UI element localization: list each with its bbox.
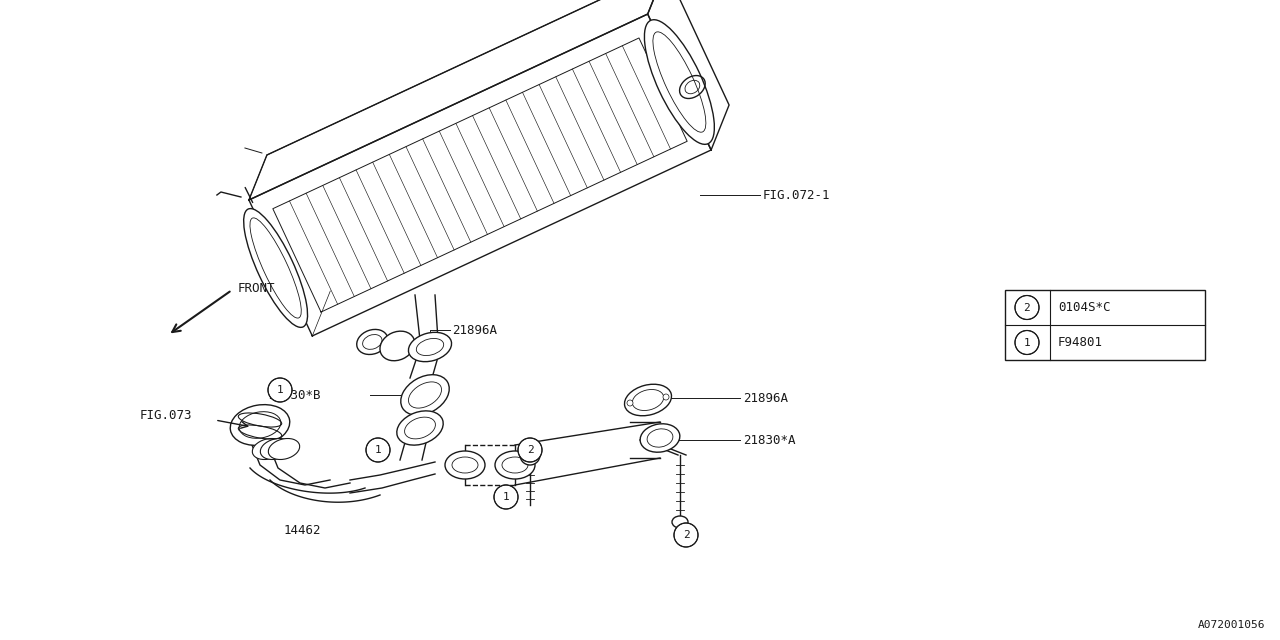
Text: 21830*A: 21830*A [742, 433, 795, 447]
Text: 21896A: 21896A [742, 392, 788, 404]
Text: 2: 2 [526, 445, 534, 455]
Circle shape [1015, 296, 1039, 319]
Circle shape [268, 378, 292, 402]
Ellipse shape [252, 438, 284, 460]
Ellipse shape [625, 384, 672, 416]
Ellipse shape [495, 451, 535, 479]
Text: 1: 1 [1024, 337, 1030, 348]
Text: FIG.072-1: FIG.072-1 [763, 189, 831, 202]
Ellipse shape [357, 330, 388, 355]
Ellipse shape [672, 516, 689, 528]
Circle shape [1015, 330, 1039, 355]
Ellipse shape [445, 451, 485, 479]
Text: 1: 1 [276, 385, 283, 395]
Ellipse shape [401, 374, 449, 415]
Text: A072001056: A072001056 [1198, 620, 1265, 630]
Ellipse shape [260, 438, 292, 460]
Circle shape [366, 438, 390, 462]
Ellipse shape [520, 445, 540, 465]
Ellipse shape [380, 331, 415, 361]
Circle shape [663, 394, 669, 400]
Ellipse shape [243, 209, 307, 328]
Text: F94801: F94801 [1059, 336, 1103, 349]
Ellipse shape [408, 332, 452, 362]
Ellipse shape [644, 20, 714, 145]
Text: 1: 1 [503, 492, 509, 502]
Circle shape [627, 400, 634, 406]
Text: 2: 2 [1024, 303, 1030, 312]
Text: 1: 1 [375, 445, 381, 455]
Text: FIG.073: FIG.073 [140, 408, 192, 422]
Circle shape [518, 438, 541, 462]
Text: 21896A: 21896A [452, 323, 497, 337]
Text: 2: 2 [682, 530, 690, 540]
Circle shape [494, 485, 518, 509]
Text: FRONT: FRONT [238, 282, 275, 294]
Ellipse shape [640, 424, 680, 452]
Ellipse shape [230, 404, 289, 445]
Text: 14462: 14462 [283, 524, 321, 536]
Text: 21830*B: 21830*B [268, 388, 320, 401]
Ellipse shape [269, 438, 300, 460]
Circle shape [675, 523, 698, 547]
Text: 0104S*C: 0104S*C [1059, 301, 1111, 314]
Ellipse shape [397, 411, 443, 445]
